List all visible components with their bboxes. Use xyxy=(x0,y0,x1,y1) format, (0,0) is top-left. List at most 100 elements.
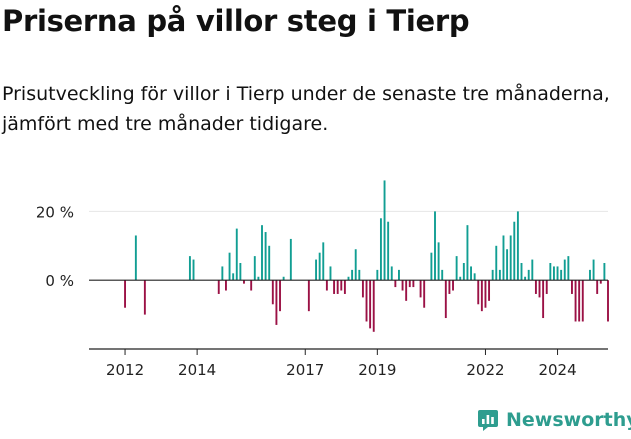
bar xyxy=(506,249,509,281)
y-tick-label: 0 % xyxy=(45,272,74,290)
y-tick-label: 20 % xyxy=(36,203,74,221)
bar xyxy=(412,280,415,288)
bar xyxy=(441,269,444,281)
bar xyxy=(401,280,404,291)
newsworthy-logo: Newsworthy xyxy=(476,408,631,432)
bar xyxy=(524,276,527,281)
bar xyxy=(372,280,375,332)
bar xyxy=(361,280,364,298)
bar xyxy=(390,266,393,281)
x-tick-label: 2012 xyxy=(106,361,144,379)
annotation-label: 4 % xyxy=(573,0,603,4)
bar xyxy=(124,280,126,308)
bar xyxy=(347,276,350,281)
bar xyxy=(556,266,559,281)
bar xyxy=(232,273,235,281)
bar xyxy=(452,280,454,291)
bar xyxy=(239,263,242,281)
bar xyxy=(466,225,469,281)
bar xyxy=(250,280,253,291)
bar xyxy=(343,280,346,294)
bar xyxy=(581,280,584,322)
bar xyxy=(599,280,602,284)
bar xyxy=(563,259,566,281)
bar xyxy=(419,280,422,298)
brand-name: Newsworthy xyxy=(506,409,631,431)
bar xyxy=(275,280,278,325)
bar xyxy=(329,266,332,281)
bar xyxy=(340,280,343,291)
bar xyxy=(264,232,267,281)
bar xyxy=(480,280,483,312)
bar xyxy=(596,280,599,294)
bar xyxy=(188,256,191,281)
bar xyxy=(387,221,390,281)
bar xyxy=(268,245,271,281)
x-tick-label: 2014 xyxy=(178,361,216,379)
bar xyxy=(307,280,310,312)
bar xyxy=(365,280,368,322)
bar xyxy=(513,221,516,281)
bar xyxy=(603,263,606,281)
x-tick-label: 2019 xyxy=(358,361,396,379)
bar xyxy=(243,280,245,284)
chart-subtitle: Prisutveckling för villor i Tierp under … xyxy=(2,83,610,135)
bar xyxy=(495,245,498,281)
bar xyxy=(257,276,260,281)
bar xyxy=(538,280,541,298)
bar xyxy=(143,280,146,315)
bar xyxy=(423,280,426,308)
bar xyxy=(509,235,512,281)
bar xyxy=(552,266,555,281)
bar xyxy=(516,211,519,281)
bar xyxy=(473,273,476,281)
bar xyxy=(448,280,451,294)
bar xyxy=(333,280,336,294)
bar xyxy=(192,259,195,281)
bar xyxy=(221,266,224,281)
bar xyxy=(261,225,263,281)
newsworthy-logo-icon xyxy=(478,410,498,431)
bar xyxy=(455,256,458,281)
bar xyxy=(567,256,570,281)
bar xyxy=(322,242,325,281)
bar xyxy=(534,280,537,294)
bar xyxy=(228,252,231,281)
bar xyxy=(470,266,472,281)
bar xyxy=(437,242,440,281)
bar xyxy=(545,280,548,294)
bar xyxy=(369,280,372,329)
bar xyxy=(574,280,577,322)
bar xyxy=(462,263,465,281)
bar xyxy=(607,280,609,322)
bar xyxy=(134,235,137,281)
bar xyxy=(531,259,534,281)
bar xyxy=(542,280,545,319)
annotations: 4 % xyxy=(573,0,603,4)
bar xyxy=(459,276,462,281)
bar xyxy=(376,269,379,281)
bar xyxy=(527,269,530,281)
bar xyxy=(398,269,400,281)
bar xyxy=(383,180,386,281)
chart-title: Priserna på villor steg i Tierp xyxy=(2,4,470,38)
bar xyxy=(354,249,357,281)
bar xyxy=(444,280,447,319)
bar xyxy=(282,276,285,281)
bar xyxy=(315,259,318,281)
bar xyxy=(289,238,292,281)
bar xyxy=(430,252,433,281)
bar xyxy=(484,280,487,308)
bar xyxy=(477,280,480,305)
x-tick-label: 2017 xyxy=(286,361,324,379)
bar xyxy=(405,280,408,301)
bar xyxy=(225,280,227,291)
bar xyxy=(379,218,382,281)
bar xyxy=(578,280,581,322)
bar xyxy=(498,269,501,281)
y-axis: 0 % 20 % xyxy=(36,203,608,290)
bar xyxy=(560,269,563,281)
x-tick-label: 2024 xyxy=(538,361,576,379)
x-tick-label: 2022 xyxy=(466,361,504,379)
